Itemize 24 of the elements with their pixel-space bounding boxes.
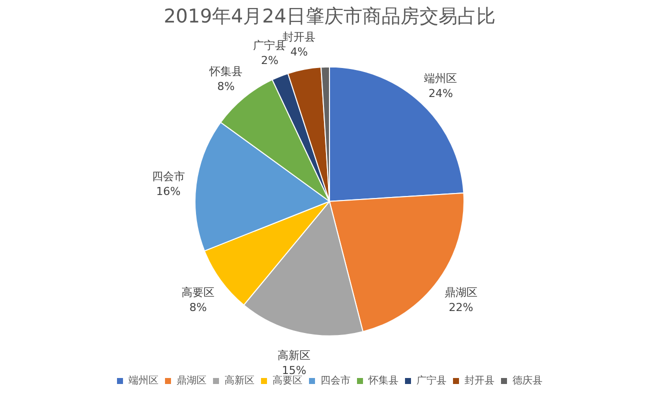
legend-label: 四会市 [320, 374, 350, 387]
slice-label: 鼎湖区 [444, 286, 478, 299]
legend-label: 端州区 [128, 374, 158, 387]
slice-label: 怀集县 [208, 65, 242, 78]
slice-label: 高要区 [182, 286, 215, 299]
legend-label: 怀集县 [368, 374, 398, 387]
legend-label: 高要区 [272, 374, 302, 387]
slice-label: 高新区 [278, 348, 311, 362]
data-label: 8% [189, 300, 207, 314]
legend-label: 德庆县 [512, 374, 542, 387]
data-label: 8% [217, 80, 235, 94]
data-label: 24% [428, 86, 453, 100]
chart-title: 2019年4月24日肇庆市商品房交易占比 [164, 5, 496, 28]
legend-label: 高新区 [224, 374, 254, 387]
legend-label: 广宁县 [416, 374, 446, 387]
data-label: 2% [260, 54, 278, 68]
legend-label: 封开县 [464, 374, 494, 387]
slice-label: 端州区 [424, 72, 458, 85]
slice-label: 四会市 [152, 170, 185, 183]
data-label: 15% [282, 364, 306, 377]
data-label: 4% [290, 46, 308, 59]
data-label: 22% [448, 300, 474, 314]
legend-label: 鼎湖区 [176, 374, 206, 387]
data-label: 16% [156, 184, 181, 198]
